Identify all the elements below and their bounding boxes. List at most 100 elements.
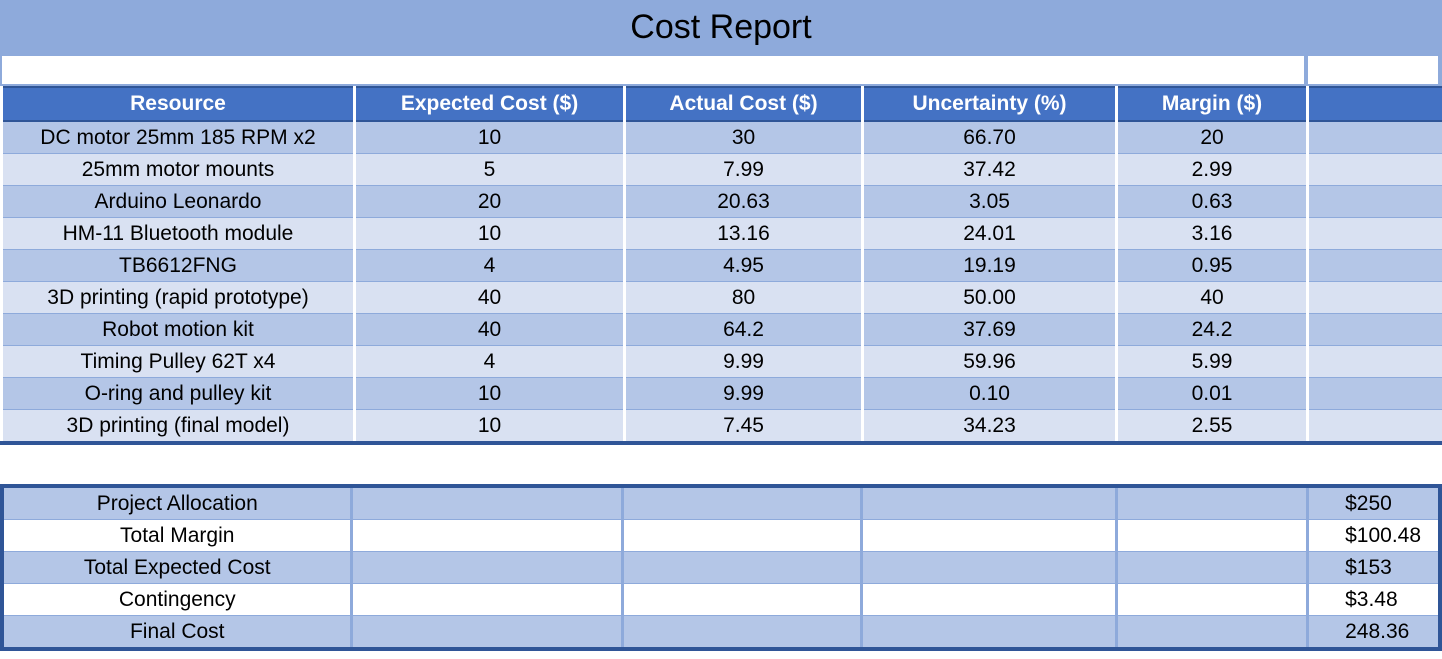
empty-cell[interactable] <box>621 615 863 650</box>
header-empty[interactable] <box>1306 86 1442 122</box>
cell-actual-cost[interactable]: 4.95 <box>623 249 864 282</box>
empty-cell[interactable] <box>350 485 625 520</box>
empty-cell[interactable] <box>1114 583 1310 616</box>
summary-label[interactable]: Total Margin <box>0 519 354 552</box>
cell-actual-cost[interactable]: 9.99 <box>623 345 864 378</box>
empty-cell[interactable] <box>859 583 1118 616</box>
cell-margin[interactable]: 0.01 <box>1115 377 1309 410</box>
empty-cell[interactable] <box>621 583 863 616</box>
cell-empty[interactable] <box>1306 185 1442 218</box>
summary-label[interactable]: Project Allocation <box>0 485 354 520</box>
cell-empty[interactable] <box>1306 409 1442 444</box>
cell-resource[interactable]: Timing Pulley 62T x4 <box>0 345 356 378</box>
empty-cell[interactable] <box>350 551 625 584</box>
summary-value[interactable]: 248.36 <box>1306 615 1442 650</box>
header-actual-cost[interactable]: Actual Cost ($) <box>623 86 864 122</box>
cell-margin[interactable]: 24.2 <box>1115 313 1309 346</box>
empty-cell[interactable] <box>859 615 1118 650</box>
cell-resource[interactable]: TB6612FNG <box>0 249 356 282</box>
empty-cell[interactable] <box>2 56 1304 84</box>
cell-uncertainty[interactable]: 24.01 <box>861 217 1118 250</box>
summary-value[interactable]: $100.48 <box>1306 519 1442 552</box>
cell-uncertainty[interactable]: 37.42 <box>861 153 1118 186</box>
cell-uncertainty[interactable]: 0.10 <box>861 377 1118 410</box>
cell-resource[interactable]: Robot motion kit <box>0 313 356 346</box>
empty-cell[interactable] <box>350 615 625 650</box>
summary-value[interactable]: $3.48 <box>1306 583 1442 616</box>
table-row: DC motor 25mm 185 RPM x2 10 30 66.70 20 <box>0 120 1442 154</box>
cell-expected-cost[interactable]: 4 <box>353 345 626 378</box>
empty-cell[interactable] <box>859 551 1118 584</box>
cell-expected-cost[interactable]: 10 <box>353 409 626 444</box>
empty-cell[interactable] <box>1114 615 1310 650</box>
cell-uncertainty[interactable]: 34.23 <box>861 409 1118 444</box>
empty-cell[interactable] <box>1114 485 1310 520</box>
cell-empty[interactable] <box>1306 249 1442 282</box>
empty-cell[interactable] <box>350 583 625 616</box>
cell-actual-cost[interactable]: 7.45 <box>623 409 864 444</box>
cell-uncertainty[interactable]: 59.96 <box>861 345 1118 378</box>
cell-uncertainty[interactable]: 66.70 <box>861 120 1118 154</box>
cell-empty[interactable] <box>1306 377 1442 410</box>
cell-resource[interactable]: DC motor 25mm 185 RPM x2 <box>0 120 356 154</box>
cell-expected-cost[interactable]: 40 <box>353 313 626 346</box>
empty-cell[interactable] <box>1114 519 1310 552</box>
cell-empty[interactable] <box>1306 281 1442 314</box>
cell-resource[interactable]: 3D printing (final model) <box>0 409 356 444</box>
cell-expected-cost[interactable]: 5 <box>353 153 626 186</box>
cell-uncertainty[interactable]: 50.00 <box>861 281 1118 314</box>
cell-empty[interactable] <box>1306 120 1442 154</box>
summary-label[interactable]: Total Expected Cost <box>0 551 354 584</box>
empty-cell[interactable] <box>1114 551 1310 584</box>
cell-expected-cost[interactable]: 10 <box>353 120 626 154</box>
cell-expected-cost[interactable]: 10 <box>353 217 626 250</box>
cell-actual-cost[interactable]: 20.63 <box>623 185 864 218</box>
summary-value[interactable]: $250 <box>1306 485 1442 520</box>
cell-resource[interactable]: O-ring and pulley kit <box>0 377 356 410</box>
cell-empty[interactable] <box>1306 345 1442 378</box>
cell-actual-cost[interactable]: 30 <box>623 120 864 154</box>
cell-margin[interactable]: 40 <box>1115 281 1309 314</box>
cell-resource[interactable]: 25mm motor mounts <box>0 153 356 186</box>
header-margin[interactable]: Margin ($) <box>1115 86 1309 122</box>
cell-margin[interactable]: 2.55 <box>1115 409 1309 444</box>
cell-margin[interactable]: 20 <box>1115 120 1309 154</box>
header-resource[interactable]: Resource <box>0 86 356 122</box>
empty-cell[interactable] <box>859 519 1118 552</box>
cell-empty[interactable] <box>1306 153 1442 186</box>
cell-expected-cost[interactable]: 20 <box>353 185 626 218</box>
cell-uncertainty[interactable]: 3.05 <box>861 185 1118 218</box>
summary-row: Project Allocation $250 <box>0 485 1442 520</box>
cell-expected-cost[interactable]: 40 <box>353 281 626 314</box>
cell-actual-cost[interactable]: 64.2 <box>623 313 864 346</box>
cell-expected-cost[interactable]: 4 <box>353 249 626 282</box>
cell-margin[interactable]: 0.63 <box>1115 185 1309 218</box>
cell-resource[interactable]: Arduino Leonardo <box>0 185 356 218</box>
summary-label[interactable]: Contingency <box>0 583 354 616</box>
empty-cell[interactable] <box>1308 56 1438 84</box>
summary-value[interactable]: $153 <box>1306 551 1442 584</box>
cell-margin[interactable]: 5.99 <box>1115 345 1309 378</box>
cell-uncertainty[interactable]: 37.69 <box>861 313 1118 346</box>
empty-cell[interactable] <box>859 485 1118 520</box>
summary-label[interactable]: Final Cost <box>0 615 354 650</box>
cell-actual-cost[interactable]: 9.99 <box>623 377 864 410</box>
header-uncertainty[interactable]: Uncertainty (%) <box>861 86 1118 122</box>
cell-margin[interactable]: 0.95 <box>1115 249 1309 282</box>
cell-resource[interactable]: 3D printing (rapid prototype) <box>0 281 356 314</box>
cell-empty[interactable] <box>1306 313 1442 346</box>
empty-cell[interactable] <box>621 551 863 584</box>
cell-margin[interactable]: 3.16 <box>1115 217 1309 250</box>
cell-actual-cost[interactable]: 80 <box>623 281 864 314</box>
cell-actual-cost[interactable]: 13.16 <box>623 217 864 250</box>
cell-margin[interactable]: 2.99 <box>1115 153 1309 186</box>
empty-cell[interactable] <box>621 485 863 520</box>
cell-resource[interactable]: HM-11 Bluetooth module <box>0 217 356 250</box>
empty-cell[interactable] <box>621 519 863 552</box>
empty-cell[interactable] <box>350 519 625 552</box>
cell-empty[interactable] <box>1306 217 1442 250</box>
header-expected-cost[interactable]: Expected Cost ($) <box>353 86 626 122</box>
cell-expected-cost[interactable]: 10 <box>353 377 626 410</box>
cell-uncertainty[interactable]: 19.19 <box>861 249 1118 282</box>
cell-actual-cost[interactable]: 7.99 <box>623 153 864 186</box>
